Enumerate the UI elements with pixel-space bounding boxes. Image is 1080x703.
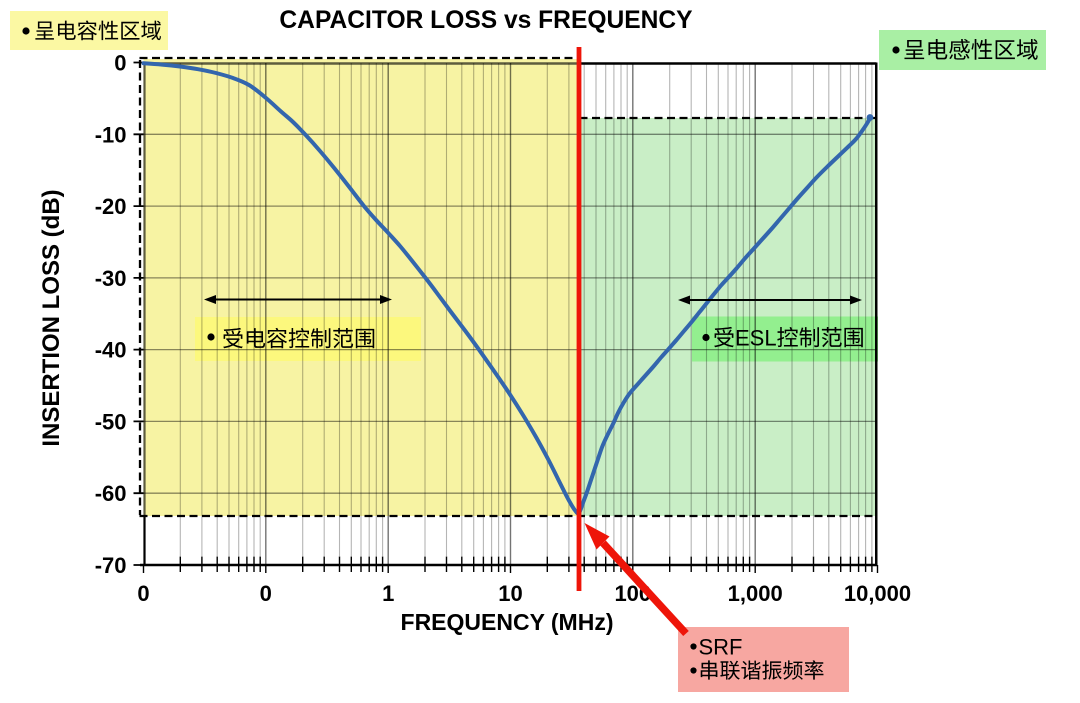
svg-text:1,000: 1,000	[728, 581, 783, 606]
svg-text:1: 1	[382, 581, 394, 606]
svg-text:SRF: SRF	[699, 635, 743, 660]
svg-text:-60: -60	[95, 481, 127, 506]
svg-text:CAPACITOR LOSS vs FREQUENCY: CAPACITOR LOSS vs FREQUENCY	[279, 7, 692, 34]
svg-text:-20: -20	[95, 194, 127, 219]
svg-text:0: 0	[137, 581, 149, 606]
svg-text:0: 0	[114, 51, 126, 76]
svg-text:-50: -50	[95, 409, 127, 434]
svg-text:10,000: 10,000	[844, 581, 911, 606]
svg-text:-70: -70	[95, 553, 127, 578]
svg-text:-30: -30	[95, 266, 127, 291]
svg-text:0: 0	[260, 581, 272, 606]
svg-text:10: 10	[498, 581, 522, 606]
svg-text:ESL: ESL	[735, 326, 777, 351]
svg-text:-10: -10	[95, 122, 127, 147]
svg-text:-40: -40	[95, 338, 127, 363]
svg-text:FREQUENCY (MHz): FREQUENCY (MHz)	[401, 609, 614, 635]
svg-text:INSERTION LOSS (dB): INSERTION LOSS (dB)	[38, 189, 65, 446]
